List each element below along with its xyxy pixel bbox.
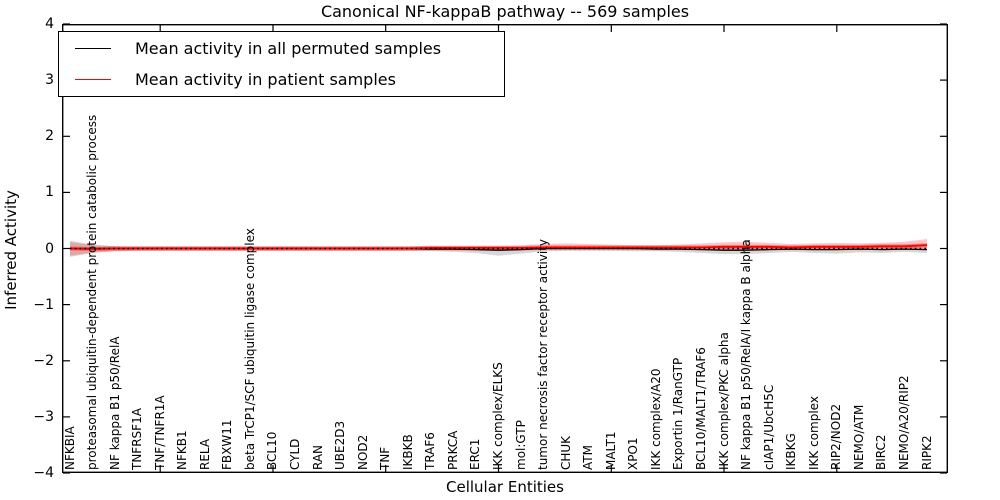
x-tick-label: IKK complex/ELKS (491, 362, 505, 470)
x-tick-label: BIRC2 (874, 434, 889, 470)
x-tick-label: IKK complex/A20 (648, 368, 663, 470)
x-tick-label: IKK complex/PKC alpha (716, 332, 731, 470)
y-tick-label: −1 (33, 296, 54, 313)
x-tick-label: FBXW11 (220, 419, 235, 471)
x-tick-label: NF kappa B1 p50/RelA (107, 336, 122, 470)
chart-title: Canonical NF-kappaB pathway -- 569 sampl… (320, 2, 690, 21)
x-tick-label: IKK complex (806, 396, 821, 470)
x-tick-label: ERC1 (468, 438, 483, 470)
legend-label-patient: Mean activity in patient samples (135, 69, 396, 89)
x-tick-label: UBE2D3 (333, 420, 348, 470)
y-axis-label: Inferred Activity (2, 190, 20, 310)
legend: Mean activity in all permuted samples Me… (58, 31, 505, 97)
x-tick-label: Exportin 1/RanGTP (671, 357, 686, 470)
x-tick-label: mol:GTP (513, 420, 528, 470)
legend-label-permuted: Mean activity in all permuted samples (135, 39, 442, 59)
x-tick-label: beta TrCP1/SCF ubiquitin ligase complex (242, 228, 257, 470)
x-tick-label: NF kappa B1 p50/RelA/I kappa B alpha (739, 239, 754, 470)
x-tick-label: cIAP1/UbcH5C (761, 384, 776, 470)
plot-svg (61, 23, 948, 474)
x-tick-label: TNFRSF1A (130, 408, 145, 470)
x-tick-label: BCL10/MALT1/TRAF6 (693, 347, 708, 470)
y-tick-label: 3 (45, 72, 54, 89)
x-tick-label: TRAF6 (423, 432, 438, 470)
x-tick-label: NEMO/ATM (851, 404, 866, 470)
legend-line-permuted-icon (75, 48, 111, 50)
legend-item-permuted: Mean activity in all permuted samples (59, 35, 504, 63)
x-tick-label: TNF/TNFR1A (152, 395, 167, 470)
x-tick-label: XPO1 (626, 437, 641, 470)
x-tick-label: TNF (378, 446, 393, 470)
legend-line-patient-icon (75, 78, 111, 80)
x-tick-label: RIP2/NOD2 (829, 403, 844, 470)
x-tick-label: ATM (581, 445, 596, 470)
y-tick-label: −4 (33, 465, 54, 481)
y-tick-label: 0 (45, 240, 54, 257)
x-tick-label: CHUK (558, 435, 573, 470)
x-tick-label: RIPK2 (919, 435, 934, 470)
x-tick-label: PRKCA (445, 430, 460, 470)
y-tick-label: −3 (33, 408, 54, 425)
y-tick-label: 2 (45, 128, 54, 145)
y-tick-label: 1 (45, 184, 54, 201)
x-tick-label: BCL10 (265, 431, 280, 470)
x-tick-label: RELA (197, 438, 212, 470)
x-tick-label: MALT1 (603, 431, 618, 470)
x-tick-label: RAN (310, 444, 325, 470)
plot-area (61, 23, 948, 474)
x-tick-label: proteasomal ubiquitin-dependent protein … (85, 114, 100, 470)
legend-item-patient: Mean activity in patient samples (59, 65, 504, 93)
y-tick-label: 4 (45, 16, 54, 32)
x-tick-label: NFKBIA (62, 426, 77, 470)
x-tick-label: NEMO/A20/RIP2 (896, 375, 911, 470)
x-tick-label: NOD2 (355, 434, 370, 470)
y-tick-label: −2 (33, 352, 54, 369)
x-tick-label: tumor necrosis factor receptor activity (536, 239, 551, 470)
x-tick-label: IKBKB (400, 434, 415, 470)
x-axis-label: Cellular Entities (446, 478, 564, 496)
x-tick-label: NFKB1 (175, 430, 190, 470)
x-tick-label: CYLD (288, 438, 303, 470)
x-tick-label: IKBKG (784, 433, 799, 470)
